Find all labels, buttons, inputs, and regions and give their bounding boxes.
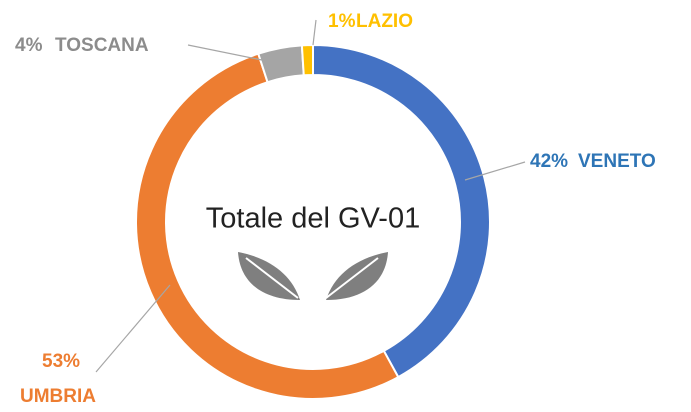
category-label: TOSCANA: [55, 35, 149, 56]
data-label: 53%: [42, 351, 80, 372]
data-label: 4%: [15, 35, 43, 56]
donut-slice: [300, 43, 314, 77]
leaf-icon: [238, 252, 388, 300]
category-label: VENETO: [578, 151, 656, 172]
category-label: UMBRIA: [20, 386, 96, 407]
category-label: LAZIO: [356, 11, 413, 32]
leader-line: [187, 44, 263, 61]
donut-slice: [135, 52, 400, 400]
center-text: Totale del GV-01: [206, 203, 420, 235]
leader-line: [95, 284, 171, 373]
data-label: 1%: [328, 11, 356, 32]
data-label: 42%: [530, 151, 568, 172]
leader-line: [312, 19, 317, 46]
donut-slice: [257, 44, 305, 84]
leader-line: [464, 161, 526, 181]
